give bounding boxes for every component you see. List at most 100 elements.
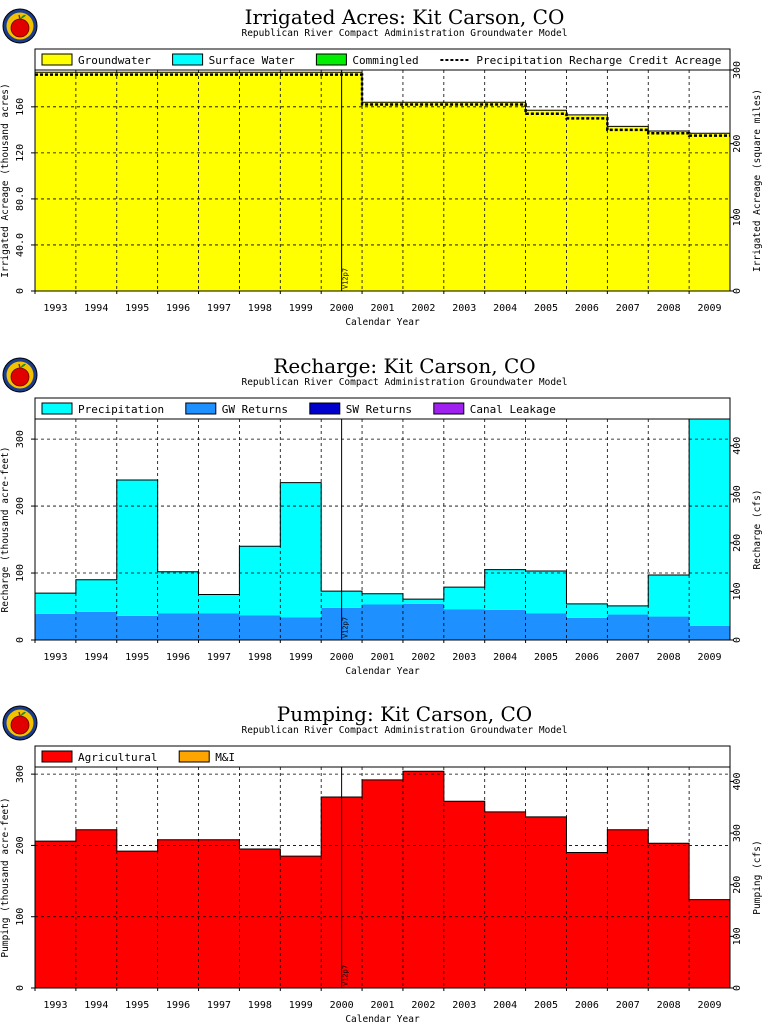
series-top-outline [35,418,730,607]
area-segment-groundwater [525,110,567,291]
y-right-tick-label: 0 [732,637,743,643]
chart-subtitle: Republican River Compact Administration … [241,28,567,39]
x-tick-label: 1998 [248,303,272,314]
x-tick-label: 2008 [657,303,681,314]
y-right-tick-label: 100 [732,208,743,226]
area-segment-precipitation [689,419,731,626]
y-right-tick-label: 100 [732,582,743,600]
area-segment-groundwater [362,102,404,292]
y-tick-label: 80.0 [15,187,26,211]
y-tick-label: 0 [15,985,26,991]
x-tick-label: 1999 [289,1000,313,1011]
legend-label: GW Returns [222,403,288,416]
x-tick-label: 2006 [575,652,599,663]
legend-swatch [172,53,204,66]
x-tick-label: 2007 [616,1000,640,1011]
x-tick-label: 2005 [534,652,558,663]
area-segment-agricultural [280,856,322,988]
y-tick-label: 120 [15,144,26,162]
area-segment-groundwater [607,126,649,292]
area-segment-gw-returns [239,615,281,640]
x-tick-label: 1999 [289,652,313,663]
x-tick-label: 1993 [43,1000,67,1011]
area-segment-groundwater [443,102,486,292]
area-segment-gw-returns [525,613,567,640]
area-segment-precipitation [484,569,526,610]
area-segment-agricultural [157,839,199,988]
area-segment-gw-returns [35,613,77,640]
x-tick-label: 1995 [125,652,149,663]
apple-stem-icon [18,711,21,717]
x-tick-label: 1998 [248,652,272,663]
model-version-marker-label: V12p7 [342,617,350,638]
x-tick-label: 2000 [330,1000,354,1011]
apple-icon [10,715,30,735]
y-right-tick-label: 400 [732,772,743,790]
legend-swatch [433,402,465,415]
area-segment-groundwater [402,102,445,292]
x-tick-label: 2009 [698,1000,722,1011]
x-tick-label: 2005 [534,303,558,314]
x-tick-label: 1993 [43,652,67,663]
area-segment-gw-returns [157,613,199,640]
legend-label: Precipitation Recharge Credit Acreage [476,54,721,67]
x-tick-label: 2004 [493,1000,517,1011]
x-tick-label: 2007 [616,303,640,314]
x-tick-label: 2000 [330,303,354,314]
x-tick-label: 1999 [289,303,313,314]
y-right-tick-label: 300 [732,824,743,842]
area-segment-precipitation [648,575,690,617]
legend-swatch [178,750,210,763]
y-axis-label: Pumping (thousand acre-feet) [0,797,11,957]
x-tick-label: 2009 [698,652,722,663]
legend-label: Commingled [352,54,418,67]
y-axis-label-right: Pumping (cfs) [752,840,763,914]
area-segment-agricultural [648,843,690,988]
area-segment-gw-returns [607,614,649,640]
area-segment-precipitation [402,599,445,604]
x-tick-label: 2007 [616,652,640,663]
x-tick-label: 2002 [411,652,435,663]
area-segment-groundwater [239,72,281,291]
x-tick-label: 1997 [207,652,231,663]
area-segment-gw-returns [484,609,526,640]
legend-label: Canal Leakage [470,403,556,416]
apple-icon [10,367,30,387]
legend-swatch [309,402,341,415]
line-series-credit-acreage [35,73,730,137]
chart-title: Recharge: Kit Carson, CO [273,354,535,378]
area-segment-groundwater [648,131,690,291]
x-tick-label: 1994 [84,652,108,663]
area-segment-groundwater [198,72,240,291]
area-segment-groundwater [116,72,159,291]
apple-stem-icon [18,14,21,20]
x-tick-label: 2001 [370,652,394,663]
series-top-outline [35,71,730,134]
area-segment-agricultural [116,851,159,988]
area-segment-precipitation [525,571,567,614]
area-segment-gw-returns [116,615,159,640]
x-tick-label: 2006 [575,303,599,314]
legend-label: SW Returns [346,403,412,416]
area-segment-precipitation [362,593,404,605]
plot-frame [34,69,731,292]
chart-subtitle: Republican River Compact Administration … [241,725,567,736]
x-tick-label: 2003 [452,303,476,314]
area-segment-precipitation [198,594,240,614]
area-segment-gw-returns [566,617,608,640]
area-segment-precipitation [35,593,77,614]
area-segment-precipitation [239,546,281,616]
x-tick-label: 1994 [84,303,108,314]
chart-panel-1: Irrigated Acres: Kit Carson, CORepublica… [0,5,763,328]
plot-frame [34,418,731,641]
apple-leaf-icon [20,14,26,19]
x-tick-label: 2001 [370,1000,394,1011]
y-axis-label: Irrigated Acreage (thousand acres) [0,83,11,277]
area-segment-agricultural [75,829,118,988]
x-tick-label: 2004 [493,303,517,314]
x-axis-label: Calendar Year [345,1014,420,1024]
grid [35,767,730,988]
y-right-tick-label: 200 [732,534,743,552]
legend-swatch [315,53,347,66]
